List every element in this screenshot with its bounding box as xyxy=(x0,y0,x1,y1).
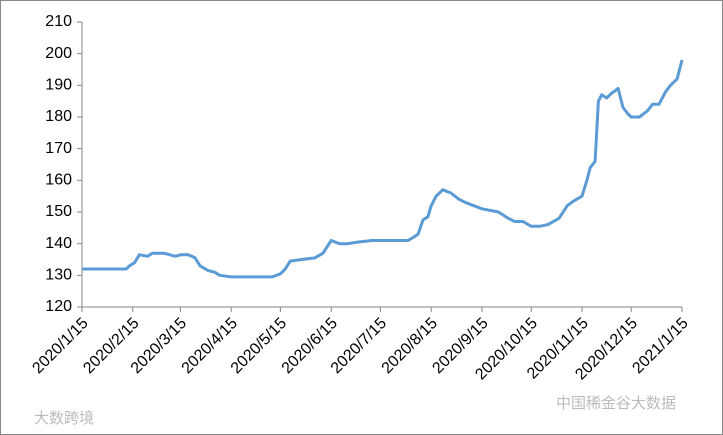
y-tick-label: 160 xyxy=(45,172,72,189)
y-tick-label: 150 xyxy=(45,203,72,220)
y-tick-label: 170 xyxy=(45,140,72,157)
watermark-left: 大数跨境 xyxy=(34,409,94,427)
watermark-right: 中国稀金谷大数据 xyxy=(556,395,676,412)
y-tick-label: 180 xyxy=(45,108,72,125)
y-tick-label: 190 xyxy=(45,77,72,94)
y-tick-label: 120 xyxy=(45,298,72,315)
y-tick-label: 130 xyxy=(45,267,72,284)
y-tick-label: 210 xyxy=(45,13,72,30)
line xyxy=(82,59,684,279)
y-tick-label: 200 xyxy=(45,45,72,62)
y-tick-label: 140 xyxy=(45,235,72,252)
